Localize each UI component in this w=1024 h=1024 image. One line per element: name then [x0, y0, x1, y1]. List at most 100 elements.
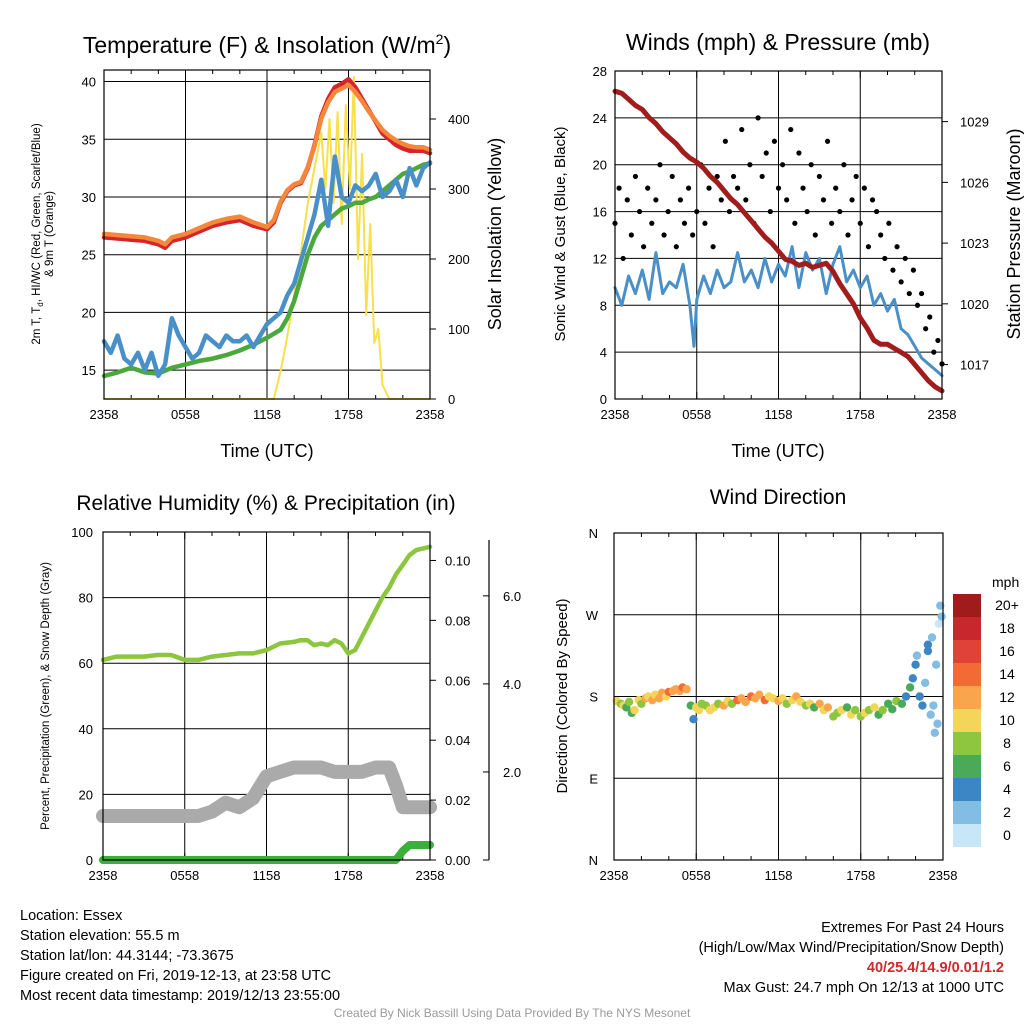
x-tick-label: 2358: [416, 407, 445, 422]
gust-point: [718, 197, 724, 203]
gust-point: [898, 279, 904, 285]
gust-point: [829, 220, 835, 226]
gust-point: [694, 208, 700, 215]
gust-point: [849, 197, 855, 203]
y2-tick-label: 1023: [960, 236, 989, 251]
gust-point: [759, 173, 765, 180]
y-tick-label: 30: [82, 190, 96, 205]
humidity-title: Relative Humidity (%) & Precipitation (i…: [76, 492, 455, 515]
x-tick-label: 2358: [929, 868, 958, 883]
gust-point: [910, 267, 916, 273]
gust-point: [824, 138, 831, 144]
y2-tick-label: 200: [448, 252, 470, 267]
temperature-ylabel-line2: & 9m T (Orange): [44, 191, 56, 277]
x-tick-label: 1158: [253, 407, 281, 422]
direction-point: [897, 699, 907, 708]
direction-point: [842, 703, 852, 712]
winds-ylabel: Sonic Wind & Gust (Blue, Black): [552, 126, 569, 341]
y-tick-label: 20: [79, 787, 93, 802]
snow-depth-line: [96, 760, 437, 823]
direction-point: [689, 715, 698, 724]
y-tick-label: 20: [82, 305, 96, 320]
direction-point: [911, 660, 920, 669]
y-tick-label: 80: [79, 591, 93, 606]
gust-point: [894, 244, 900, 250]
series-line: [101, 161, 433, 379]
gust-point: [636, 208, 643, 215]
gust-point: [763, 150, 769, 156]
y-tick-label: N: [589, 526, 598, 541]
y-tick-label: S: [589, 690, 598, 705]
credit-line: Created By Nick Bassill Using Data Provi…: [333, 1006, 691, 1020]
direction-point: [755, 690, 764, 699]
y-tick-label: E: [589, 771, 598, 786]
y2-tick-label: 0.06: [445, 673, 470, 688]
direction-point: [923, 640, 933, 649]
x-tick-label: 0558: [171, 407, 200, 422]
temperature-panel: Temperature (F) & Insolation (W/m2) 1520…: [31, 31, 505, 461]
gust-point: [681, 220, 688, 226]
gust-point: [820, 197, 827, 203]
direction-point: [694, 705, 704, 715]
gust-point: [927, 314, 933, 320]
y-tick-label: 8: [600, 298, 607, 313]
legend-label: 8: [1003, 735, 1011, 751]
legend-label: 18: [999, 620, 1015, 636]
direction-point: [931, 660, 941, 669]
gust-point: [792, 220, 798, 226]
gust-point: [735, 185, 741, 191]
gust-point: [935, 337, 941, 344]
direction-point: [930, 728, 939, 738]
gust-point: [882, 255, 888, 262]
y2-tick-label: 400: [448, 112, 470, 127]
gust-point: [739, 126, 745, 133]
legend-label: 10: [999, 712, 1015, 728]
y2-tick-label: 300: [448, 182, 470, 197]
title-superscript: 2: [436, 31, 444, 47]
y-tick-label: 40: [82, 75, 96, 90]
x-tick-label: 0558: [682, 868, 711, 883]
info-latlon: Station lat/lon: 44.3144; -73.3675: [20, 948, 234, 964]
legend-label: 12: [999, 689, 1015, 705]
winds-title: Winds (mph) & Pressure (mb): [626, 29, 930, 55]
gust-point: [645, 185, 651, 191]
gust-point: [779, 162, 786, 168]
gust-point: [886, 220, 892, 226]
legend-label: 16: [999, 643, 1015, 659]
gust-point: [710, 244, 716, 250]
gust-point: [743, 197, 749, 203]
x-tick-label: 1158: [765, 868, 793, 883]
legend-swatch: [953, 640, 981, 663]
gust-point: [661, 232, 667, 238]
y-tick-label: 24: [593, 111, 607, 126]
gust-point: [706, 185, 712, 191]
temperature-xlabel: Time (UTC): [220, 441, 313, 461]
gust-point: [767, 208, 773, 215]
y3-tick-label: 2.0: [503, 765, 521, 780]
gust-point: [800, 185, 806, 191]
legend-swatch: [953, 686, 981, 709]
y2-tick-label: 0.10: [445, 553, 470, 568]
info-elevation: Station elevation: 55.5 m: [20, 928, 180, 944]
gust-point: [685, 185, 692, 191]
gust-point: [796, 150, 802, 156]
y-tick-label: N: [589, 853, 598, 868]
legend-swatch: [953, 709, 981, 732]
humidity-line: [100, 544, 433, 663]
gust-point: [923, 326, 929, 332]
y2-tick-label: 0.08: [445, 613, 470, 628]
gust-point: [878, 232, 884, 238]
humidity-panel: Relative Humidity (%) & Precipitation (i…: [40, 492, 521, 883]
gust-point: [841, 162, 847, 168]
gust-point: [902, 255, 908, 262]
temperature-title: Temperature (F) & Insolation (W/m2): [83, 31, 451, 58]
direction-point: [923, 646, 933, 656]
x-tick-label: 2358: [90, 407, 119, 422]
gust-point: [665, 208, 671, 215]
legend-swatch: [953, 594, 981, 617]
gust-point: [804, 208, 810, 215]
wind-direction-ylabel: Direction (Colored By Speed): [554, 598, 571, 793]
y-tick-label: 25: [82, 248, 96, 263]
gust-point: [771, 138, 778, 144]
direction-point: [815, 699, 824, 708]
